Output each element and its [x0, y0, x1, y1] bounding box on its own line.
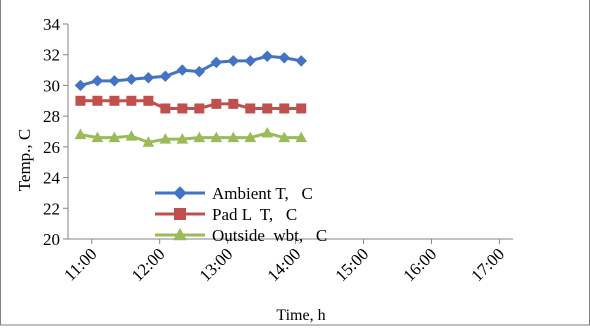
data-point — [91, 75, 104, 87]
data-point — [278, 131, 291, 143]
data-point — [261, 127, 274, 138]
legend-label: Ambient T, C — [212, 184, 313, 203]
legend-marker — [173, 227, 187, 241]
legend-item-3: Outside wbt, C — [155, 226, 327, 245]
data-point — [108, 131, 121, 143]
legend-marker — [173, 186, 187, 200]
data-point — [126, 95, 137, 106]
series-3 — [74, 127, 308, 147]
data-point — [74, 79, 87, 92]
data-point — [210, 56, 223, 69]
data-point — [109, 95, 120, 106]
data-point — [143, 95, 154, 106]
data-point — [193, 65, 206, 78]
data-point — [228, 98, 239, 109]
data-point — [227, 55, 240, 67]
data-point — [244, 55, 256, 67]
legend-label: Pad L T, C — [212, 205, 297, 224]
series-1 — [74, 50, 307, 92]
y-tick-label: 26 — [43, 138, 60, 157]
data-point — [278, 52, 290, 64]
data-point — [279, 103, 290, 114]
data-point — [262, 103, 273, 114]
data-point — [227, 131, 240, 143]
x-axis-title: Time, h — [276, 307, 325, 324]
data-point — [261, 50, 273, 62]
data-point — [295, 131, 308, 143]
series-2 — [75, 95, 307, 114]
y-tick-label: 24 — [43, 169, 61, 188]
data-point — [244, 131, 257, 143]
y-tick-label: 22 — [43, 199, 60, 218]
data-point — [91, 131, 104, 143]
series-layer — [74, 50, 308, 147]
data-point — [210, 131, 223, 143]
y-axis-title: Temp., C — [15, 129, 34, 192]
legend-label: Outside wbt, C — [212, 226, 327, 245]
data-point — [194, 103, 205, 114]
data-point — [159, 70, 172, 82]
data-point — [160, 103, 171, 114]
data-point — [108, 75, 121, 87]
legend: Ambient T, C Pad L T, C Outside wbt, C — [155, 184, 327, 245]
data-point — [142, 136, 155, 147]
y-tick-label: 28 — [43, 107, 60, 126]
data-point — [74, 128, 87, 140]
data-point — [177, 103, 188, 114]
data-point — [125, 73, 138, 85]
y-tick-label: 32 — [43, 46, 60, 65]
data-point — [295, 55, 307, 67]
data-point — [176, 64, 189, 76]
data-point — [159, 133, 172, 144]
legend-item-2: Pad L T, C — [155, 205, 297, 224]
data-point — [193, 131, 206, 143]
data-point — [125, 130, 138, 141]
y-tick-label: 30 — [43, 76, 60, 95]
y-tick-label: 20 — [43, 230, 60, 249]
legend-item-1: Ambient T, C — [155, 184, 313, 203]
data-point — [211, 98, 222, 109]
data-point — [142, 72, 155, 84]
data-point — [92, 95, 103, 106]
data-point — [176, 133, 189, 144]
legend-marker — [174, 208, 186, 220]
y-tick-label: 34 — [43, 15, 61, 34]
data-point — [75, 95, 86, 106]
data-point — [296, 103, 307, 114]
data-point — [245, 103, 256, 114]
